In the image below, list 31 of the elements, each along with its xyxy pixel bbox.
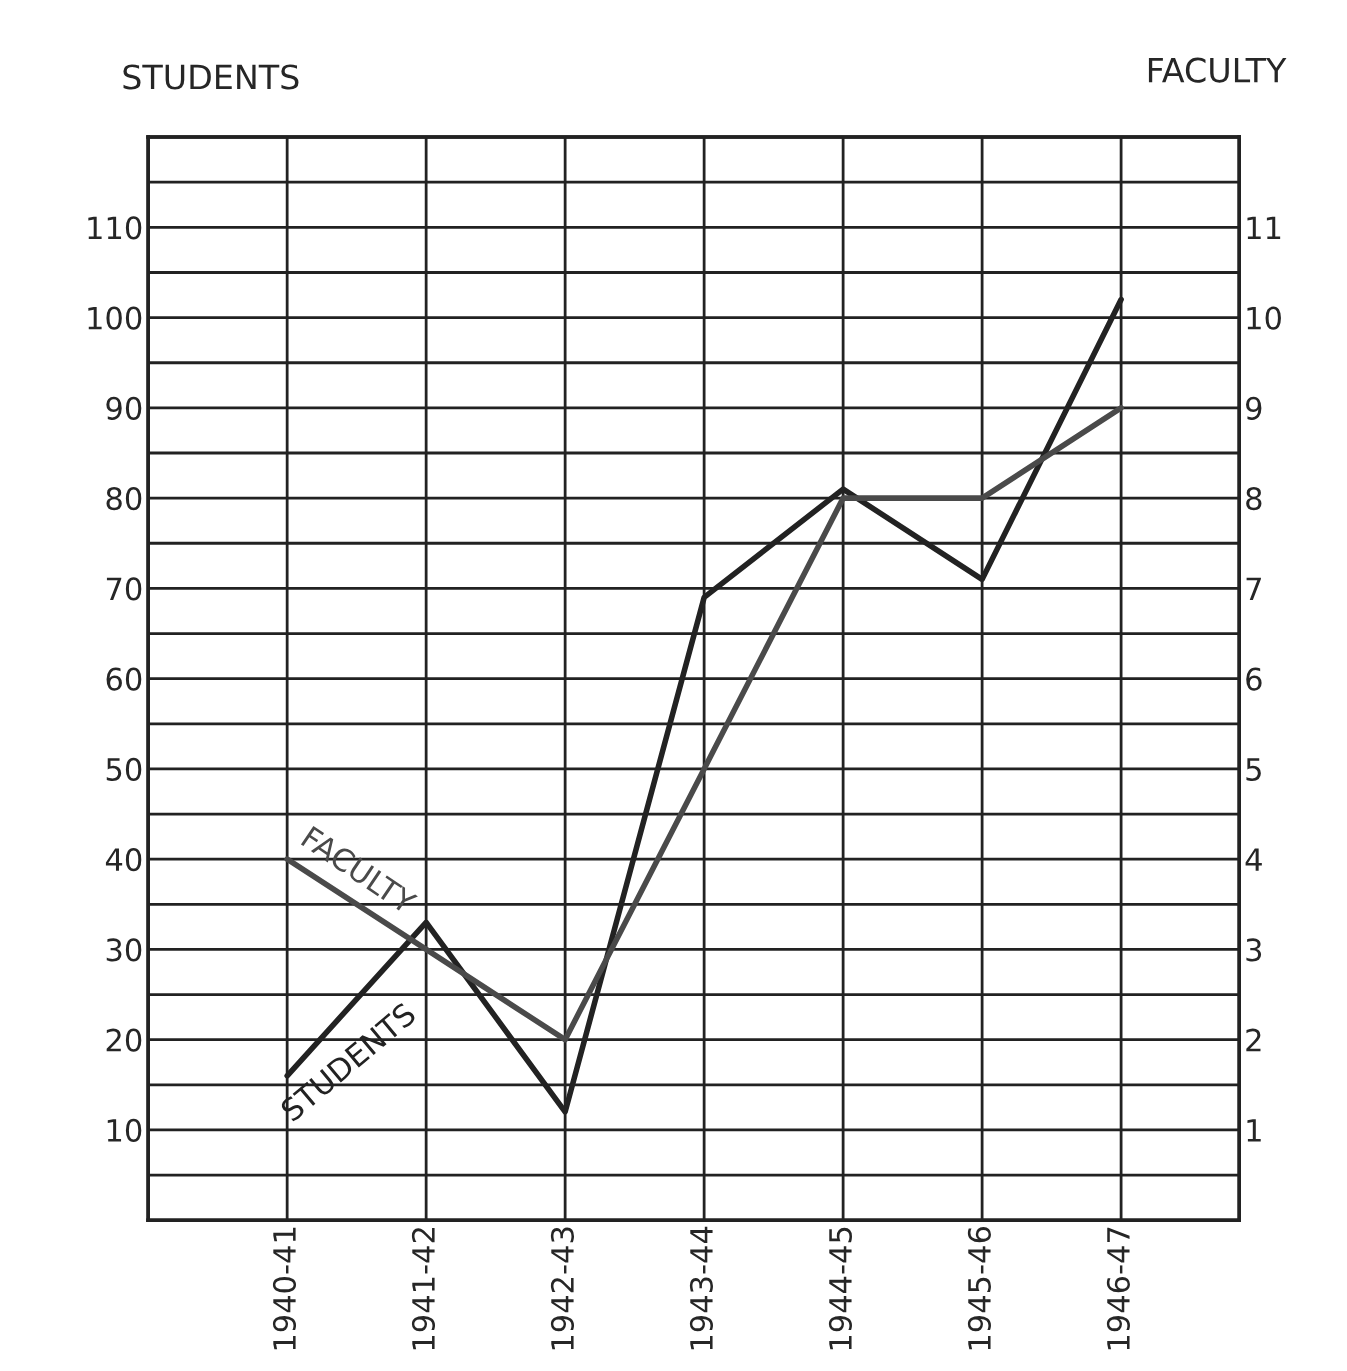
- y-tick-label: 20: [106, 1028, 142, 1052]
- y-tick-label: 10: [107, 1118, 142, 1142]
- y-tick-label: 60: [106, 667, 142, 691]
- y2-tick-label: 2: [1246, 1028, 1261, 1052]
- y-tick-label: 30: [106, 938, 142, 962]
- x-tick-label: 1943-44: [689, 1226, 713, 1350]
- x-tick-label: 1941-42: [411, 1228, 436, 1350]
- y-tick-label: 40: [105, 848, 142, 872]
- y2-tick-label: 1: [1247, 1119, 1261, 1142]
- y2-tick-label: 8: [1246, 487, 1262, 511]
- y2-tick-label: 3: [1246, 938, 1262, 962]
- y2-tick-label: 11: [1247, 216, 1281, 239]
- y-tick-label: 80: [106, 487, 142, 511]
- y2-axis-title: FACULTY: [1148, 57, 1287, 83]
- y-tick-label: 70: [106, 577, 142, 601]
- x-tick-label: 1945-46: [967, 1226, 991, 1350]
- y2-tick-label: 7: [1246, 577, 1261, 600]
- y-tick-label: 110: [88, 216, 142, 240]
- x-tick-label: 1944-45: [828, 1227, 852, 1350]
- x-tick-label: 1942-43: [550, 1227, 575, 1350]
- y2-tick-label: 9: [1246, 396, 1262, 420]
- y-axis-title: STUDENTS: [123, 64, 299, 90]
- x-tick-label: 1946-47: [1106, 1227, 1130, 1350]
- y2-tick-label: 6: [1246, 667, 1262, 691]
- y-tick-label: 90: [106, 396, 142, 420]
- x-tick-label: 1940-41: [272, 1227, 297, 1350]
- y-tick-label: 50: [106, 757, 142, 781]
- y2-tick-label: 4: [1245, 848, 1262, 871]
- y-tick-label: 100: [88, 306, 142, 330]
- y2-tick-label: 5: [1246, 758, 1261, 781]
- y2-tick-label: 10: [1247, 306, 1281, 330]
